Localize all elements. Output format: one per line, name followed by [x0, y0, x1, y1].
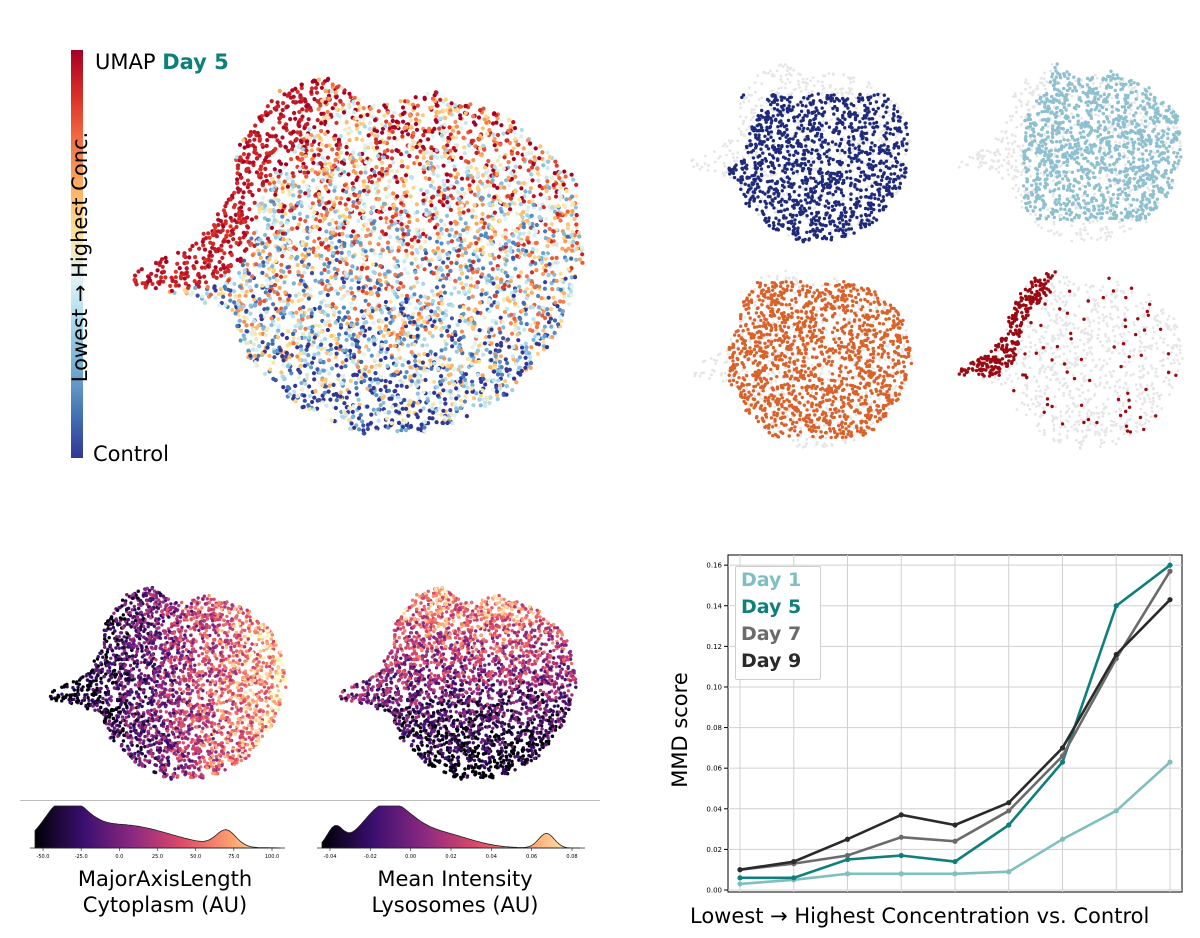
density-mean-intensity: -0.04 -0.02 0.00 0.02 0.04 0.06 0.08 [317, 805, 585, 860]
umap-feature-mean-intensity [338, 585, 578, 781]
data-point [1167, 562, 1173, 568]
caption-line: MajorAxisLength [77, 867, 253, 891]
data-point [844, 856, 851, 863]
density-tick-label: 25.0 [152, 854, 163, 860]
data-point [952, 858, 958, 865]
y-tick-label: 0.02 [706, 846, 722, 854]
legend-entry-day-7: Day 7 [741, 623, 802, 645]
density-tick-label: 75.0 [228, 854, 239, 860]
density-tick-label: 50.0 [190, 854, 201, 860]
density-tick-label: -50.0 [37, 854, 50, 860]
data-point [844, 836, 851, 842]
density-tick-label: 0.02 [445, 854, 456, 860]
y-tick-label: 0.08 [706, 724, 722, 732]
data-point [1059, 836, 1066, 842]
umap-highlight-points [1021, 62, 1183, 222]
mmd-legend: Day 1 Day 5 Day 7 Day 9 [735, 566, 821, 680]
y-tick-label: 0.10 [706, 683, 722, 691]
umap-concentration-high [693, 269, 914, 449]
data-point [737, 881, 743, 887]
data-point [1167, 759, 1173, 765]
density-tick-label: 0.06 [526, 854, 537, 860]
data-point [898, 852, 904, 859]
legend-entry-day-5: Day 5 [741, 596, 802, 618]
data-point [898, 834, 904, 840]
umap-main-points [132, 75, 585, 436]
density-tick-label: 0.0 [115, 854, 123, 860]
data-point [1006, 800, 1012, 806]
data-point [1167, 597, 1173, 603]
umap-concentration-highest [957, 269, 1184, 450]
colorbar-low-label: Control [93, 442, 169, 466]
feature-caption-major-axis-length: MajorAxisLength Cytoplasm (AU) [40, 866, 290, 918]
feature-umap-points [48, 585, 288, 781]
density-major-axis-length: -50.0 -25.0 0.0 25.0 50.0 75.0 100.0 [30, 805, 285, 860]
data-point [844, 871, 851, 877]
data-point [1006, 869, 1012, 875]
umap-title: UMAP Day 5 [95, 50, 229, 74]
colorbar [71, 50, 83, 458]
umap-highlight-points [727, 280, 914, 440]
data-point [791, 875, 797, 881]
data-point [952, 871, 958, 877]
feature-divider [20, 800, 600, 801]
data-point [1113, 651, 1119, 658]
legend-entry-day-1: Day 1 [741, 569, 802, 591]
umap-concentration-low [957, 62, 1183, 243]
data-point [791, 858, 797, 865]
y-tick-label: 0.14 [706, 602, 722, 610]
data-point [1006, 822, 1012, 828]
density-tick-label: 0.04 [486, 854, 497, 860]
y-tick-label: 0.16 [706, 562, 722, 570]
data-point [898, 871, 904, 877]
density-tick-label: -0.02 [364, 854, 377, 860]
y-tick-label: 0.12 [706, 643, 722, 651]
colorbar-axis-label: Lowest → Highest Conc. [68, 131, 92, 383]
data-point [1059, 753, 1066, 759]
caption-line: Lysosomes (AU) [371, 893, 539, 917]
density-curve [321, 805, 580, 849]
density-tick-label: -25.0 [75, 854, 88, 860]
feature-umap-points [338, 585, 578, 781]
data-point [1059, 745, 1066, 751]
mmd-x-axis-label: Lowest → Highest Concentration vs. Contr… [690, 904, 1150, 928]
umap-main-plot [132, 75, 585, 436]
density-tick-label: 100.0 [265, 854, 279, 860]
data-point [1113, 808, 1119, 814]
mmd-y-axis-label: MMD score [668, 672, 692, 788]
y-tick-label: 0.00 [706, 887, 722, 895]
data-point [737, 867, 743, 873]
y-tick-label: 0.04 [706, 805, 722, 813]
density-tick-label: -0.04 [324, 854, 337, 860]
y-tick-label: 0.06 [706, 765, 722, 773]
umap-title-day: Day 5 [162, 50, 229, 74]
data-point [1059, 759, 1066, 765]
umap-highlight-points [727, 92, 910, 244]
umap-highlight-points [957, 270, 1178, 434]
caption-line: Mean Intensity [377, 867, 533, 891]
umap-feature-major-axis-length [48, 585, 288, 781]
density-curve [34, 805, 281, 849]
data-point [737, 875, 743, 881]
data-point [1167, 568, 1173, 574]
data-point [952, 838, 958, 844]
umap-title-prefix: UMAP [95, 50, 156, 74]
feature-caption-mean-intensity: Mean Intensity Lysosomes (AU) [335, 866, 575, 918]
data-point [898, 812, 904, 818]
density-tick-label: 0.08 [566, 854, 577, 860]
data-point [1006, 808, 1012, 814]
legend-entry-day-9: Day 9 [741, 650, 802, 672]
data-point [844, 852, 851, 859]
density-tick-label: 0.00 [405, 854, 416, 860]
data-point [952, 822, 958, 828]
umap-concentration-lowest [690, 63, 912, 244]
data-point [1113, 603, 1119, 609]
caption-line: Cytoplasm (AU) [82, 893, 248, 917]
